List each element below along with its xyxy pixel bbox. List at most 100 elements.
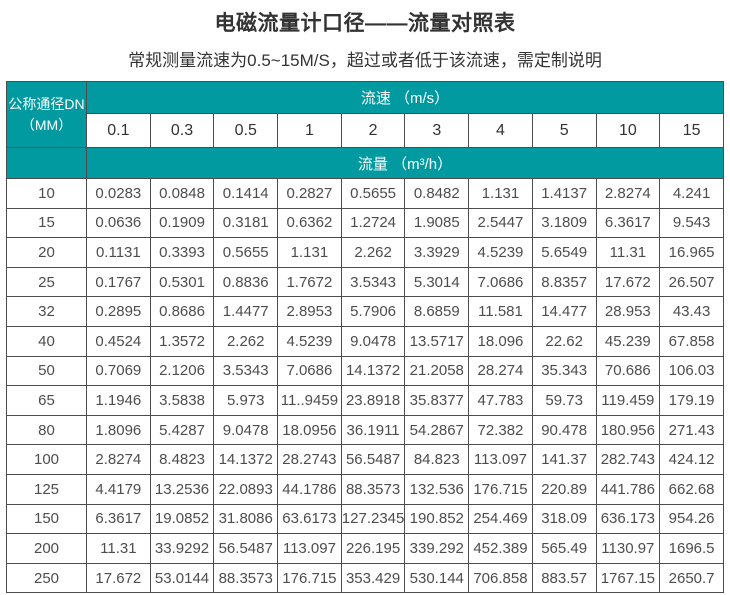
flow-value-cell: 33.9292 <box>149 533 215 564</box>
speed-value-cell: 0.3 <box>149 113 215 148</box>
flow-value-cell: 8.6859 <box>404 296 470 327</box>
flow-value-cell: 84.823 <box>404 444 470 475</box>
flow-value-cell: 43.43 <box>659 296 724 327</box>
flow-value-cell: 530.144 <box>404 562 470 594</box>
flow-value-cell: 4.5239 <box>468 237 533 268</box>
flow-value-cell: 176.715 <box>277 562 342 594</box>
flow-value-cell: 1.7672 <box>277 266 342 298</box>
flow-value-cell: 59.73 <box>531 385 597 416</box>
flow-value-cell: 1.3572 <box>149 325 215 357</box>
flow-value-cell: 141.37 <box>531 444 597 475</box>
flow-value-cell: 3.5343 <box>213 355 279 387</box>
flow-value-cell: 954.26 <box>659 503 724 535</box>
flow-value-cell: 0.5655 <box>340 178 406 209</box>
flow-value-cell: 9.543 <box>659 207 724 239</box>
flow-value-cell: 0.0636 <box>86 207 151 239</box>
flow-value-cell: 2.8953 <box>277 296 342 327</box>
flow-value-cell: 1.2724 <box>340 207 406 239</box>
flow-value-cell: 67.858 <box>659 325 724 357</box>
flow-value-cell: 56.5487 <box>340 444 406 475</box>
flow-units-header: 流量 （m³/h） <box>86 147 724 179</box>
flow-value-cell: 226.195 <box>340 533 406 564</box>
flow-value-cell: 1696.5 <box>659 533 724 564</box>
flow-value-cell: 28.2743 <box>277 444 342 475</box>
flow-value-cell: 179.19 <box>659 385 724 416</box>
dn-cell: 25 <box>6 266 87 298</box>
flow-value-cell: 7.0686 <box>277 355 342 387</box>
flow-value-cell: 23.8918 <box>340 385 406 416</box>
flow-value-cell: 22.0893 <box>213 473 279 505</box>
flow-value-cell: 0.8482 <box>404 178 470 209</box>
flow-value-cell: 176.715 <box>468 473 533 505</box>
flow-value-cell: 28.953 <box>595 296 661 327</box>
flow-value-cell: 318.09 <box>531 503 597 535</box>
flow-value-cell: 1.4137 <box>531 178 597 209</box>
flow-value-cell: 28.274 <box>468 355 533 387</box>
flow-value-cell: 127.2345 <box>340 503 406 535</box>
flow-value-cell: 53.0144 <box>149 562 215 594</box>
table-row: 50 0.7069 2.1206 3.5343 7.0686 14.1372 21.2058… <box>6 355 724 387</box>
dn-cell: 150 <box>6 503 87 535</box>
flow-value-cell: 16.965 <box>659 237 724 268</box>
flow-value-cell: 21.2058 <box>404 355 470 387</box>
speed-value-cell: 10 <box>595 113 661 148</box>
flow-value-cell: 0.4524 <box>86 325 151 357</box>
flow-value-cell: 11.581 <box>468 296 533 327</box>
flow-value-cell: 35.343 <box>531 355 597 387</box>
flow-value-cell: 1.9085 <box>404 207 470 239</box>
flow-value-cell: 14.1372 <box>213 444 279 475</box>
flow-value-cell: 6.3617 <box>86 503 151 535</box>
table-row: 40 0.4524 1.3572 2.262 4.5239 9.0478 13.5717 18… <box>6 325 724 357</box>
flow-value-cell: 5.973 <box>213 385 279 416</box>
flow-value-cell: 36.1911 <box>340 414 406 446</box>
flow-value-cell: 54.2867 <box>404 414 470 446</box>
flow-value-cell: 339.292 <box>404 533 470 564</box>
flow-value-cell: 0.8686 <box>149 296 215 327</box>
flow-value-cell: 11..9459 <box>277 385 342 416</box>
flow-value-cell: 13.5717 <box>404 325 470 357</box>
flow-value-cell: 3.3929 <box>404 237 470 268</box>
flow-value-cell: 0.3181 <box>213 207 279 239</box>
flow-value-cell: 0.1767 <box>86 266 151 298</box>
dn-cell: 15 <box>6 207 87 239</box>
flow-value-cell: 56.5487 <box>213 533 279 564</box>
flow-value-cell: 72.382 <box>468 414 533 446</box>
table-row: 25 0.1767 0.5301 0.8836 1.7672 3.5343 5.3014 7.… <box>6 266 724 298</box>
flow-value-cell: 2.262 <box>213 325 279 357</box>
table-row: 80 1.8096 5.4287 9.0478 18.0956 36.1911 54.286… <box>6 414 724 446</box>
flow-value-cell: 282.743 <box>595 444 661 475</box>
flow-value-cell: 63.6173 <box>277 503 342 535</box>
flow-value-cell: 0.2895 <box>86 296 151 327</box>
flow-value-cell: 113.097 <box>277 533 342 564</box>
dn-cell: 32 <box>6 296 87 327</box>
flow-value-cell: 2.262 <box>340 237 406 268</box>
flow-value-cell: 0.0848 <box>149 178 215 209</box>
flow-value-cell: 636.173 <box>595 503 661 535</box>
flow-value-cell: 0.5301 <box>149 266 215 298</box>
dn-cell: 200 <box>6 533 87 564</box>
flow-value-cell: 3.5838 <box>149 385 215 416</box>
table-row: 100 2.8274 8.4823 14.1372 28.2743 56.5487 84.8… <box>6 444 724 475</box>
table-row: 15 0.0636 0.1909 0.3181 0.6362 1.2724 1.9085 2.… <box>6 207 724 239</box>
flow-value-cell: 2.1206 <box>149 355 215 387</box>
flow-value-cell: 70.686 <box>595 355 661 387</box>
dn-cell: 40 <box>6 325 87 357</box>
flow-value-cell: 706.858 <box>468 562 533 594</box>
dn-cell: 250 <box>6 562 87 594</box>
flow-value-cell: 14.1372 <box>340 355 406 387</box>
flow-value-cell: 17.672 <box>595 266 661 298</box>
flow-value-cell: 0.1909 <box>149 207 215 239</box>
dn-cell: 125 <box>6 473 87 505</box>
flow-value-cell: 2.5447 <box>468 207 533 239</box>
flow-value-cell: 8.8357 <box>531 266 597 298</box>
flow-value-cell: 9.0478 <box>213 414 279 446</box>
table-row: 65 1.1946 3.5838 5.973 11..9459 23.8918 35.837… <box>6 385 724 416</box>
flow-value-cell: 2.8274 <box>86 444 151 475</box>
flow-value-cell: 13.2536 <box>149 473 215 505</box>
corner-header-line1: 公称通径DN <box>8 95 85 112</box>
flow-value-cell: 106.03 <box>659 355 724 387</box>
flow-value-cell: 113.097 <box>468 444 533 475</box>
speed-value-cell: 4 <box>468 113 533 148</box>
table-row: 250 17.672 53.0144 88.3573 176.715 353.429 530… <box>6 562 724 594</box>
page: 电磁流量计口径——流量对照表 常规测量流速为0.5~15M/S，超过或者低于该流… <box>0 7 730 594</box>
